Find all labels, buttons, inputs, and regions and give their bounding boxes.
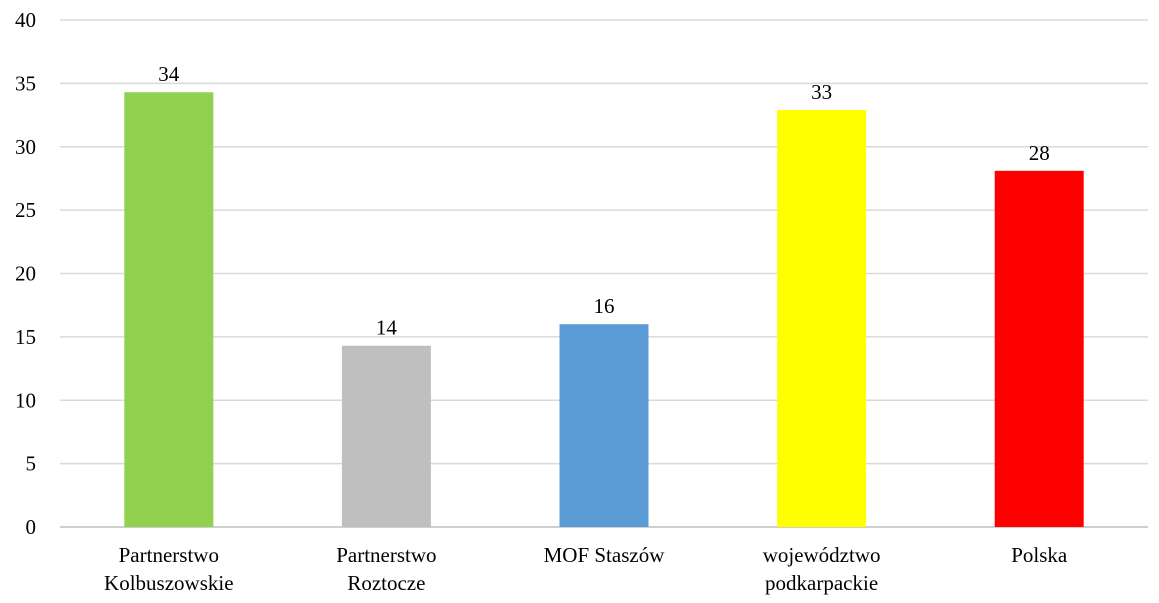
bar — [559, 324, 649, 527]
data-label: 28 — [1029, 141, 1050, 165]
category-label: MOF Staszów — [544, 543, 666, 567]
category-label: Polska — [1011, 543, 1068, 567]
y-tick-label: 35 — [15, 71, 36, 95]
y-tick-label: 0 — [26, 515, 37, 539]
y-tick-label: 25 — [15, 198, 36, 222]
bar — [124, 92, 214, 527]
gridlines — [60, 19, 1148, 528]
bar — [777, 109, 867, 528]
y-tick-label: 10 — [15, 388, 36, 412]
y-tick-label: 20 — [15, 262, 36, 286]
bar — [994, 170, 1084, 527]
category-label: Partnerstwo Roztocze — [336, 543, 436, 595]
data-label: 16 — [594, 294, 615, 318]
y-tick-label: 30 — [15, 135, 36, 159]
y-tick-label: 15 — [15, 325, 36, 349]
x-axis-categories: Partnerstwo Kolbuszowskie Partnerstwo Rozto… — [104, 543, 1068, 595]
data-label: 33 — [811, 80, 832, 104]
data-label: 34 — [158, 62, 180, 86]
y-axis-ticks: 0 5 10 15 20 25 30 35 40 — [15, 8, 36, 539]
y-tick-label: 40 — [15, 8, 36, 32]
category-label: Partnerstwo Kolbuszowskie — [104, 543, 234, 595]
data-labels: 34 14 16 33 28 — [158, 62, 1049, 340]
bar — [341, 345, 431, 527]
bars — [124, 92, 1084, 528]
y-tick-label: 5 — [26, 452, 37, 476]
data-label: 14 — [376, 316, 398, 340]
category-label: województwo podkarpackie — [763, 543, 881, 595]
